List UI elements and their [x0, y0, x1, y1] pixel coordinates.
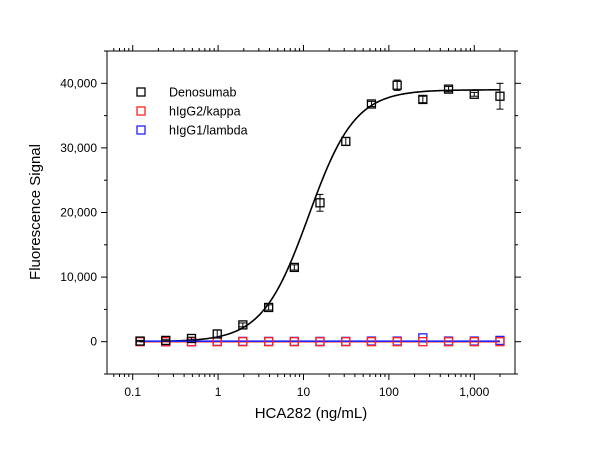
fit-curves [140, 89, 500, 343]
y-tick-label: 10,000 [60, 270, 97, 284]
y-axis-label: Fluorescence Signal [27, 144, 44, 280]
x-tick-label: 0.1 [124, 385, 141, 399]
legend: Denosumab hIgG2/kappa hIgG1/lambda [136, 86, 248, 138]
data-point-series-1 [315, 337, 325, 347]
x-tick-label: 1 [215, 385, 222, 399]
data-point-series-1 [289, 337, 299, 347]
legend-label: hIgG2/kappa [169, 105, 241, 119]
x-tick-label: 1,000 [459, 385, 489, 399]
data-point-series-1 [392, 337, 402, 347]
data-marks [135, 79, 505, 347]
x-tick-label: 100 [379, 385, 399, 399]
legend-swatch [136, 106, 146, 116]
data-point-series-1 [469, 337, 479, 347]
data-point-series-1 [443, 337, 454, 347]
data-point-series-1 [366, 337, 377, 347]
data-point-series-1 [418, 337, 428, 347]
data-point-series-0 [443, 84, 454, 94]
data-point-series-0 [186, 333, 197, 344]
x-axis-label: HCA282 (ng/mL) [255, 405, 368, 422]
y-tick-label: 20,000 [60, 206, 97, 220]
data-point-series-0 [212, 329, 222, 339]
data-point-series-0 [264, 302, 274, 313]
x-tick-label: 10 [297, 385, 311, 399]
legend-label: Denosumab [169, 86, 236, 100]
data-point-series-0 [135, 336, 145, 346]
data-point-series-1 [495, 337, 505, 347]
axis-tick-labels: 0.1 1 10 100 1,000 0 10,000 20,000 30,000 40,000 [60, 76, 489, 399]
y-tick-label: 40,000 [60, 76, 97, 90]
data-point-series-0 [315, 198, 325, 208]
data-point-series-0 [289, 262, 299, 273]
data-point-series-0 [495, 91, 505, 101]
legend-swatch [136, 87, 146, 97]
axis-ticks [101, 45, 521, 380]
data-point-series-0 [418, 94, 428, 105]
data-point-series-0 [392, 80, 402, 90]
data-point-series-0 [238, 320, 248, 330]
data-point-series-0 [341, 136, 351, 147]
data-point-series-0 [469, 89, 479, 99]
y-tick-label: 30,000 [60, 141, 97, 155]
data-point-series-0 [366, 99, 377, 109]
data-point-series-1 [238, 337, 248, 347]
legend-swatch [136, 125, 146, 135]
y-tick-label: 0 [90, 335, 97, 349]
fit-curve-series-0 [140, 89, 500, 343]
data-point-series-1 [264, 337, 274, 347]
legend-label: hIgG1/lambda [169, 124, 248, 138]
data-point-series-0 [161, 335, 171, 346]
data-point-series-1 [341, 337, 351, 347]
